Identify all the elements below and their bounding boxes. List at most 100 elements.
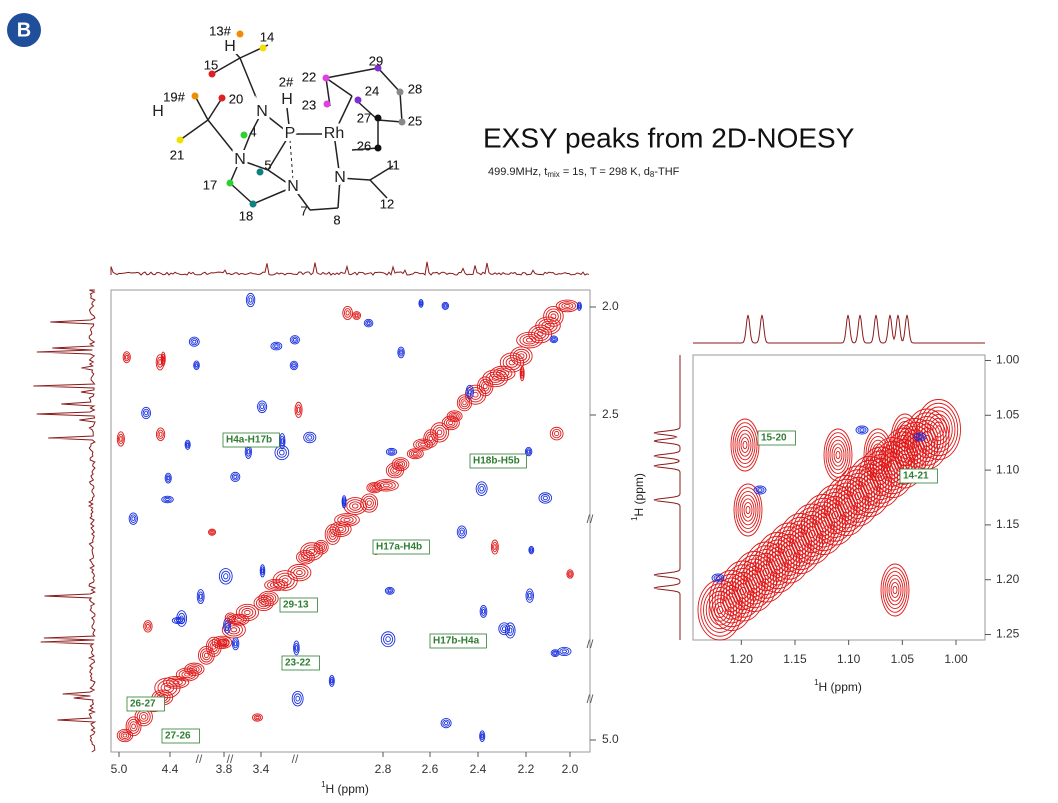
atom-label: 28 <box>408 81 422 96</box>
contour <box>388 450 395 455</box>
contour <box>331 679 333 683</box>
atom-dot <box>250 201 257 208</box>
atom-dot <box>177 137 184 144</box>
y-tick-label: 2.0 <box>602 299 619 313</box>
contour <box>413 452 417 455</box>
contour <box>281 439 283 444</box>
contour <box>224 574 228 579</box>
y-tick-label: 1.05 <box>996 407 1020 421</box>
contour <box>232 474 238 480</box>
atom-label: 8 <box>333 212 340 227</box>
contour <box>292 337 298 343</box>
y-tick-label: 5.0 <box>602 732 619 746</box>
atom-label: N <box>256 103 268 120</box>
x-tick-label: 2.0 <box>562 762 579 776</box>
atom-label: 13# <box>209 23 231 38</box>
contour <box>118 434 123 444</box>
contour <box>350 502 361 510</box>
left-projection <box>654 355 680 640</box>
contour <box>444 722 447 725</box>
contour <box>444 305 446 307</box>
contour <box>528 450 530 453</box>
bond <box>378 68 400 92</box>
atom-label: 23 <box>302 97 316 112</box>
contour <box>182 671 193 677</box>
atom-dot <box>323 75 330 82</box>
figure: B EXSY peaks from 2D-NOESY 499.9MHz, tmi… <box>0 0 1058 803</box>
contour <box>530 549 532 552</box>
atom-label: 22 <box>302 69 316 84</box>
atom-label: 19# <box>163 89 185 104</box>
contour <box>560 649 569 655</box>
contour <box>506 358 518 368</box>
contour <box>541 494 549 501</box>
atom-label: 15 <box>204 57 218 72</box>
contour <box>836 451 840 458</box>
contour <box>552 429 561 437</box>
atom-label: 7 <box>300 203 307 218</box>
contour <box>247 450 249 454</box>
contour <box>834 448 842 463</box>
contour <box>344 309 350 318</box>
atom-label: N <box>287 178 299 195</box>
contour <box>248 296 254 305</box>
contour <box>294 568 305 576</box>
contour <box>367 322 370 325</box>
contour <box>242 608 253 616</box>
atom-label: 4 <box>249 124 256 139</box>
peak-label: 23-22 <box>285 658 311 669</box>
contour <box>146 624 149 628</box>
contour <box>277 448 286 457</box>
contour <box>383 484 389 487</box>
atom-label: 24 <box>365 83 379 98</box>
atom-dot <box>375 145 382 152</box>
contour <box>494 545 496 550</box>
x-tick-label: 3.4 <box>253 762 270 776</box>
page: B EXSY peaks from 2D-NOESY 499.9MHz, tmi… <box>0 0 1058 803</box>
contour <box>460 530 463 534</box>
subtitle-part: 499.9MHz, t <box>488 166 547 178</box>
bond <box>230 183 253 204</box>
atom-dot <box>257 169 264 176</box>
contour <box>858 427 866 432</box>
contour <box>481 607 486 615</box>
contour <box>259 403 265 411</box>
y-tick-label: 1.20 <box>996 572 1020 586</box>
peak-label: 15-20 <box>761 433 787 444</box>
x-tick-label: 2.4 <box>470 762 487 776</box>
contour <box>527 591 532 600</box>
contour <box>443 720 450 726</box>
y-tick-label: 1.00 <box>996 353 1020 367</box>
x-tick-label: 1.15 <box>783 652 807 666</box>
x-tick-label: 1.20 <box>730 652 754 666</box>
contour <box>204 653 208 657</box>
contour <box>459 528 465 536</box>
contour <box>296 696 300 701</box>
contour <box>306 434 314 441</box>
axis-break: // <box>587 512 594 526</box>
bond <box>400 92 402 122</box>
x-tick-label: 2.8 <box>375 762 392 776</box>
contour <box>735 426 755 463</box>
contour <box>411 451 419 456</box>
contour <box>478 484 485 493</box>
contour <box>143 409 149 417</box>
subtitle: 499.9MHz, tmix = 1s, T = 298 K, d8-THF <box>488 166 680 179</box>
y-tick-label: 1.10 <box>996 462 1020 476</box>
subtitle-part: = 1s, T = 298 K, d <box>560 166 650 178</box>
contour <box>211 531 213 533</box>
contour <box>891 583 899 598</box>
contour <box>579 305 580 308</box>
atom-label: H <box>152 103 164 120</box>
contour <box>297 571 303 575</box>
contour <box>738 491 758 528</box>
peak-label: 27-26 <box>165 731 191 742</box>
contour <box>420 302 421 305</box>
contour <box>132 517 135 521</box>
contour <box>885 571 905 608</box>
contour <box>249 298 252 302</box>
contour <box>308 436 312 440</box>
atom-label: 5 <box>264 157 271 172</box>
axis-break: // <box>587 637 594 651</box>
atom-label: H <box>224 38 236 55</box>
